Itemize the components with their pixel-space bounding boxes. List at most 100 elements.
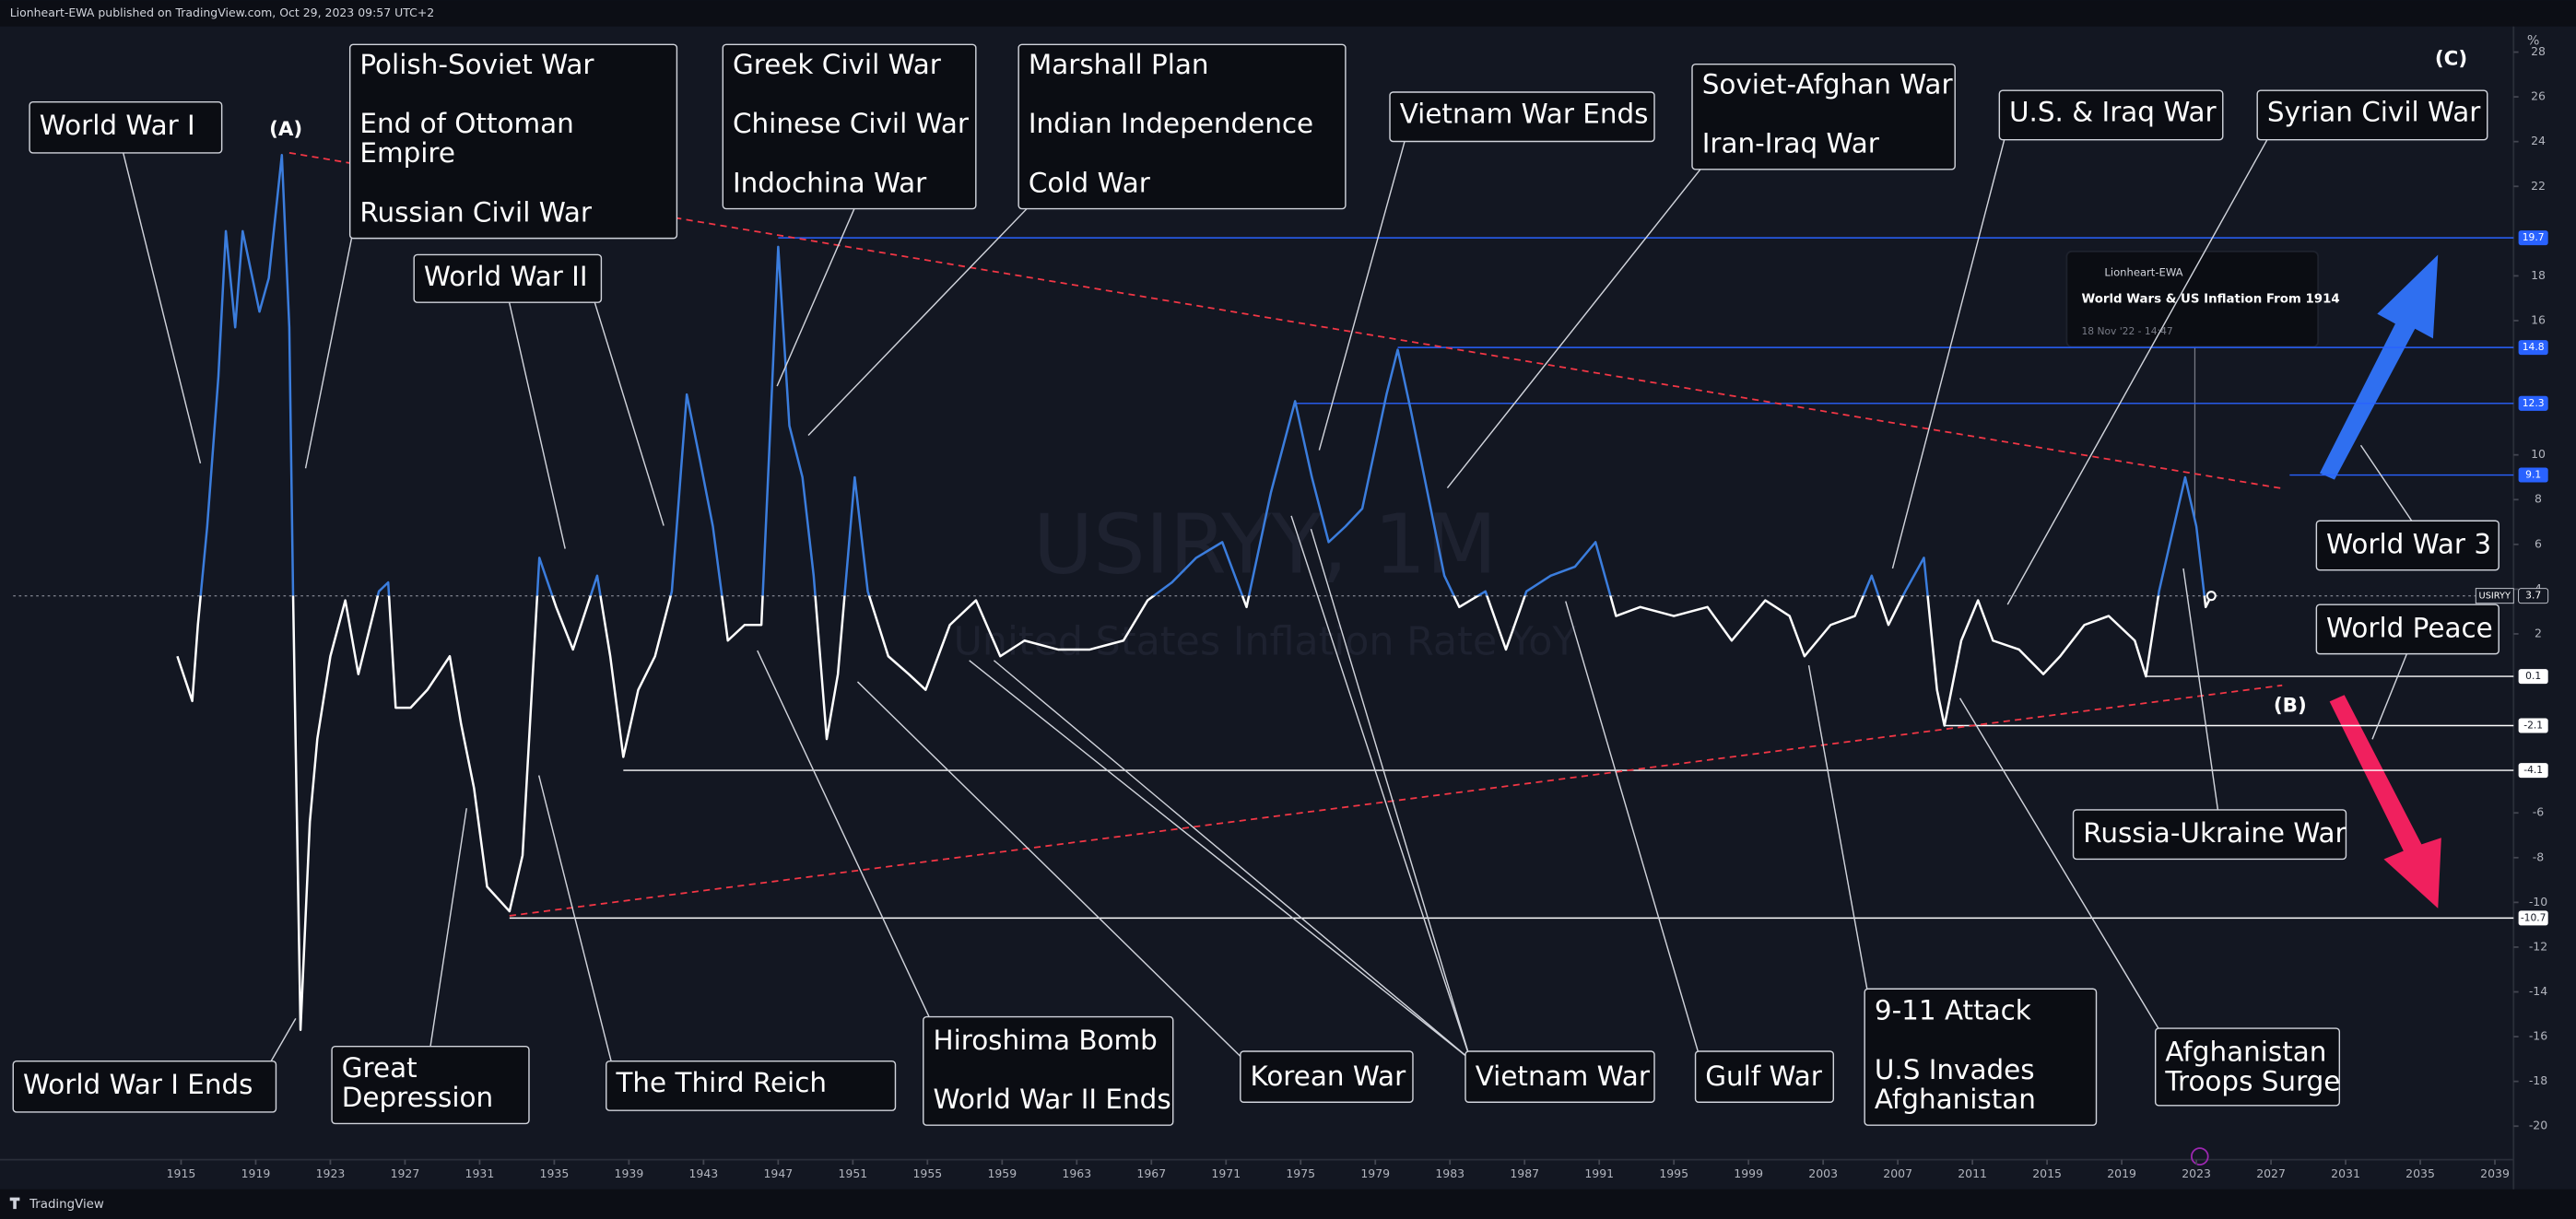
x-tick-label: 2039 [2480,1166,2510,1180]
callout-text: Chinese Civil War [733,108,970,139]
price-label-bg [2518,763,2548,779]
callout-leader [508,302,566,549]
x-tick-label: 1991 [1584,1166,1614,1180]
callout-box [2256,89,2488,141]
callout-leader [1446,169,1701,489]
callout-text: Indian Independence [1029,108,1313,139]
callout-text: Indochina War [733,167,927,198]
y-tick-label: -6 [2533,805,2544,819]
footer-logo [9,1197,20,1210]
x-tick-label: 1959 [987,1166,1017,1180]
y-tick-label: -10 [2529,895,2547,908]
callout-text: World War 3 [2326,528,2491,559]
callout-leader [122,152,202,464]
series-name: USIRYY [2479,592,2511,602]
callout-text: Depression [342,1082,493,1113]
callout-text: Gulf War [1705,1061,1823,1092]
callout-text: Vietnam War [1476,1061,1651,1092]
x-tick-label: 2011 [1958,1166,1987,1180]
x-tick-label: 1931 [465,1166,495,1180]
callout-text: World Peace [2326,612,2493,643]
price-label-bg [2518,910,2548,926]
last-point [2205,591,2217,602]
x-tick-label: 1923 [316,1166,346,1180]
callout-text: Polish-Soviet War [359,49,594,80]
callout-box [29,100,223,154]
callout-text: 9-11 Attack [1875,995,2031,1026]
callout-leader [1310,528,1472,1061]
x-tick-label: 1943 [689,1166,719,1180]
y-tick-label: 6 [2535,536,2542,550]
callout-box [348,43,678,240]
x-tick-label: 2015 [2032,1166,2062,1180]
callout-text: Troops Surge [2164,1065,2340,1096]
callout-leader [2182,568,2219,811]
callout-box [1998,89,2224,141]
callout-box [331,1045,530,1125]
callout-box [2154,1027,2341,1107]
x-tick-label: 2035 [2405,1166,2435,1180]
y-tick-label: -18 [2529,1073,2547,1087]
callout-leader [807,208,1028,437]
x-tick-label: 2019 [2107,1166,2136,1180]
callout-text: World War II Ends [933,1084,1170,1115]
watermark-subtitle: United States Inflation Rate YoY [954,618,1578,664]
price-label: 19.7 [2523,231,2545,243]
wave-label: (A) [269,118,302,141]
x-tick-label: 1947 [763,1166,793,1180]
series-name-bg [2475,588,2514,604]
callout-text: Marshall Plan [1029,49,1209,80]
callout-leader [1290,515,1472,1061]
wave-label: (B) [2274,695,2307,718]
callout-text: Soviet-Afghan War [1702,68,1954,100]
price-label: 3.7 [2525,590,2541,602]
callout-box [722,43,977,210]
y-tick-label: -16 [2529,1029,2547,1043]
x-tick-label: 1955 [912,1166,942,1180]
callout-text: U.S Invades [1875,1054,2035,1085]
popup-date: 18 Nov '22 - 14:47 [2081,325,2172,337]
callout-box [2315,604,2500,655]
x-tick-label: 1971 [1211,1166,1241,1180]
x-tick-label: 1983 [1435,1166,1464,1180]
callout-box [1017,43,1347,210]
y-tick-label: 16 [2531,312,2546,326]
callout-leader [776,208,855,387]
callout-leader [537,775,612,1061]
price-label-bg [2518,718,2548,733]
callout-box [12,1060,277,1113]
callout-text: Afghanistan [2165,1036,2326,1067]
price-label: -2.1 [2523,720,2543,732]
y-tick-label: -12 [2529,939,2547,953]
price-label: 9.1 [2525,469,2541,481]
callout-text: Great [342,1052,418,1084]
callout-leader [429,808,467,1047]
y-tick-label: 26 [2531,89,2546,103]
price-label: 0.1 [2525,670,2541,682]
x-tick-label: 2023 [2182,1166,2211,1180]
x-tick-label: 2007 [1883,1166,1912,1180]
callout-leader [594,301,665,526]
popup-title: World Wars & US Inflation From 1914 [2081,293,2339,307]
x-tick-label: 2003 [1808,1166,1838,1180]
callout-leader [1807,664,1869,994]
callout-text: U.S. & Iraq War [2009,97,2217,128]
callout-leader [757,650,931,1019]
x-tick-label: 1999 [1734,1166,1763,1180]
callout-text: Vietnam War Ends [1400,98,1649,129]
callout-text: World War I [40,110,195,141]
x-tick-label: 1951 [838,1166,867,1180]
callout-box [923,1015,1174,1126]
callout-text: End of Ottoman [359,108,573,139]
callout-text: Cold War [1029,167,1151,198]
x-tick-label: 2031 [2331,1166,2360,1180]
callout-text: Syrian Civil War [2267,97,2481,128]
callout-text: Korean War [1251,1061,1407,1092]
callout-leader [1318,141,1406,451]
y-tick-label: 22 [2531,179,2546,193]
callout-leader [2006,139,2268,605]
callout-box [1691,63,1956,170]
popup-author: Lionheart-EWA [2104,266,2182,279]
header-text: Lionheart-EWA published on TradingView.c… [10,6,435,19]
up-arrow [2319,254,2439,480]
